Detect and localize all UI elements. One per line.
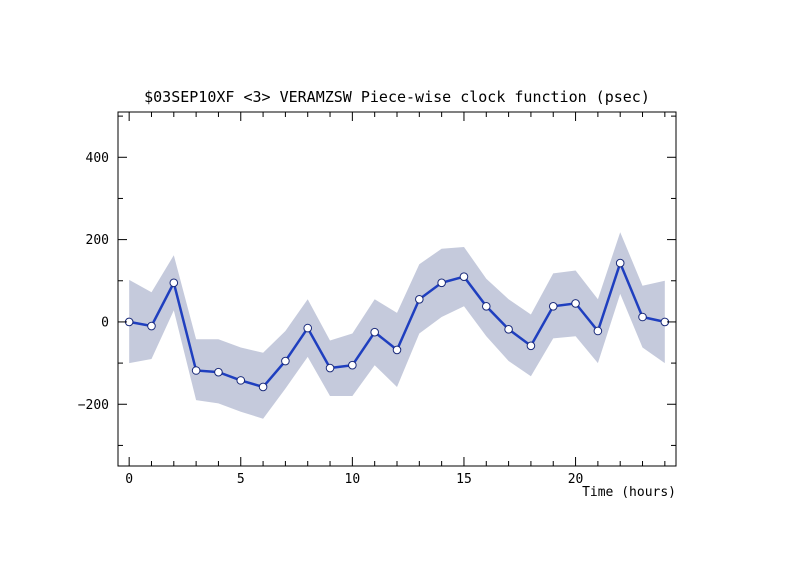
x-tick-label: 0 — [125, 472, 133, 487]
chart-title: $03SEP10XF <3> VERAMZSW Piece-wise clock… — [144, 88, 650, 106]
y-tick-label: 400 — [86, 151, 109, 166]
data-point — [548, 301, 558, 311]
data-point — [481, 301, 491, 311]
data-point — [303, 323, 313, 333]
data-point — [214, 367, 223, 377]
y-tick-label: 0 — [101, 315, 109, 330]
data-point — [281, 356, 290, 366]
tick-labels-layer: 0 5 10 15 20 −200 0 200 400 — [78, 151, 584, 487]
data-point — [191, 366, 201, 375]
data-point — [437, 278, 446, 288]
data-point — [147, 321, 156, 331]
data-point — [370, 327, 379, 337]
plot-frame — [117, 111, 677, 467]
x-tick-label: 20 — [568, 472, 584, 487]
x-tick-label: 5 — [237, 472, 245, 487]
data-point — [169, 278, 179, 288]
data-point-layer — [124, 258, 670, 392]
data-point — [504, 325, 513, 334]
uncertainty-band — [129, 232, 665, 419]
data-point — [348, 360, 357, 370]
data-point — [593, 326, 603, 336]
data-point — [615, 258, 625, 268]
data-point — [258, 382, 268, 392]
data-point — [325, 363, 335, 373]
data-point — [526, 341, 536, 351]
data-point — [415, 294, 424, 304]
y-tick-label: 200 — [86, 233, 109, 248]
data-point — [571, 299, 580, 308]
x-tick-label: 15 — [456, 472, 472, 487]
x-axis-label: Time (hours) — [582, 485, 676, 500]
axis-ticks-layer — [118, 112, 676, 466]
data-point — [459, 272, 469, 281]
uncertainty-band-layer — [129, 232, 665, 419]
data-point — [638, 312, 647, 322]
y-tick-label: −200 — [78, 398, 109, 413]
data-point — [236, 376, 246, 385]
data-point — [392, 345, 402, 355]
x-tick-label: 10 — [345, 472, 361, 487]
